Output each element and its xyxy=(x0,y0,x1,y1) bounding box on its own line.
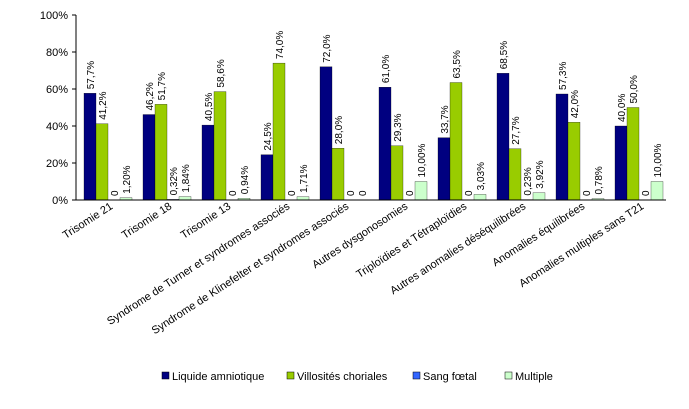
y-axis: 0% 20% 40% 60% 80% 100% xyxy=(40,10,77,207)
data-label: 74,0% xyxy=(275,31,286,59)
data-label: 0 xyxy=(405,190,416,196)
data-label: 0 xyxy=(287,190,298,196)
data-label: 0,23% xyxy=(523,167,534,195)
data-label: 0 xyxy=(464,190,475,196)
bar xyxy=(414,181,428,201)
data-label: 1,84% xyxy=(181,164,192,192)
x-tick-label: Triploïdies et Tétraploïdies xyxy=(354,200,469,281)
data-label: 57,3% xyxy=(558,62,569,90)
x-tick-label: Autres dysgonosomies xyxy=(310,200,410,271)
bar xyxy=(496,73,510,201)
data-label: 61,0% xyxy=(381,55,392,83)
data-label: 1,71% xyxy=(299,164,310,192)
data-label: 0 xyxy=(346,190,357,196)
data-label: 0 xyxy=(582,190,593,196)
bar xyxy=(650,181,664,201)
y-tick-label: 100% xyxy=(40,10,68,22)
x-tick-label: Trisomie 21 xyxy=(61,200,115,241)
bar xyxy=(614,125,628,201)
data-label: 68,5% xyxy=(499,41,510,69)
data-label: 1,20% xyxy=(122,165,133,193)
x-tick-label: Trisomie 18 xyxy=(120,200,174,241)
data-label: 29,3% xyxy=(393,113,404,141)
legend-swatch xyxy=(504,371,513,380)
y-tick-label: 0% xyxy=(52,195,68,207)
data-label: 42,0% xyxy=(570,90,581,118)
bar xyxy=(437,137,451,201)
data-label: 50,0% xyxy=(629,75,640,103)
bar xyxy=(260,154,274,201)
bar xyxy=(83,93,97,201)
bar xyxy=(331,148,345,201)
bar xyxy=(378,87,392,201)
bar xyxy=(213,91,227,201)
bar xyxy=(154,104,168,201)
data-label: 0 xyxy=(228,190,239,196)
bar xyxy=(95,123,109,201)
data-label: 3,92% xyxy=(535,160,546,188)
legend-label: Liquide amniotique xyxy=(172,371,264,383)
data-label: 3,03% xyxy=(476,162,487,190)
legend: Liquide amniotique Villosités choriales Sa… xyxy=(161,371,553,383)
data-label: 28,0% xyxy=(334,116,345,144)
legend-label: Villosités choriales xyxy=(297,371,388,383)
x-tick-label: Trisomie 13 xyxy=(179,200,233,241)
data-label: 72,0% xyxy=(322,34,333,62)
bar xyxy=(508,148,522,201)
data-label: 27,7% xyxy=(511,116,522,144)
bar xyxy=(390,145,404,201)
bar xyxy=(555,93,569,201)
data-label: 0,78% xyxy=(594,166,605,194)
data-label: 0,32% xyxy=(169,167,180,195)
data-label: 46,2% xyxy=(145,82,156,110)
legend-label: Sang fœtal xyxy=(423,371,477,383)
data-label: 58,6% xyxy=(216,59,227,87)
bar xyxy=(201,124,215,201)
bar xyxy=(272,62,286,201)
legend-swatch xyxy=(412,371,421,380)
bar xyxy=(567,122,581,201)
data-label: 10,00% xyxy=(417,143,428,177)
y-tick-label: 20% xyxy=(46,158,68,170)
bar xyxy=(473,194,487,201)
data-label: 0 xyxy=(641,190,652,196)
bar xyxy=(178,196,192,201)
data-label: 40,0% xyxy=(617,94,628,122)
data-label: 0 xyxy=(358,190,369,196)
legend-swatch xyxy=(161,371,170,380)
bar xyxy=(142,114,156,201)
y-tick-label: 60% xyxy=(46,84,68,96)
legend-swatch xyxy=(286,371,295,380)
data-label: 40,5% xyxy=(204,93,215,121)
data-label: 33,7% xyxy=(440,105,451,133)
bar xyxy=(626,107,640,201)
bar xyxy=(319,66,333,201)
data-label: 63,5% xyxy=(452,50,463,78)
data-label: 51,7% xyxy=(157,72,168,100)
data-label: 0,94% xyxy=(240,166,251,194)
x-axis: Trisomie 21 Trisomie 18 Trisomie 13Syndrom… xyxy=(61,199,666,337)
bar xyxy=(532,192,546,201)
data-label: 0 xyxy=(110,190,121,196)
data-label: 41,2% xyxy=(98,91,109,119)
plot-area: 57,7%41,2%0 1,20%46,2% 51,7%0,32% 1,84%40,5… xyxy=(83,31,664,201)
y-tick-label: 40% xyxy=(46,121,68,133)
bar xyxy=(449,82,463,201)
legend-label: Multiple xyxy=(515,371,553,383)
data-label: 24,5% xyxy=(263,122,274,150)
data-label: 57,7% xyxy=(86,61,97,89)
y-tick-label: 80% xyxy=(46,47,68,59)
data-label: 10,00% xyxy=(653,143,664,177)
